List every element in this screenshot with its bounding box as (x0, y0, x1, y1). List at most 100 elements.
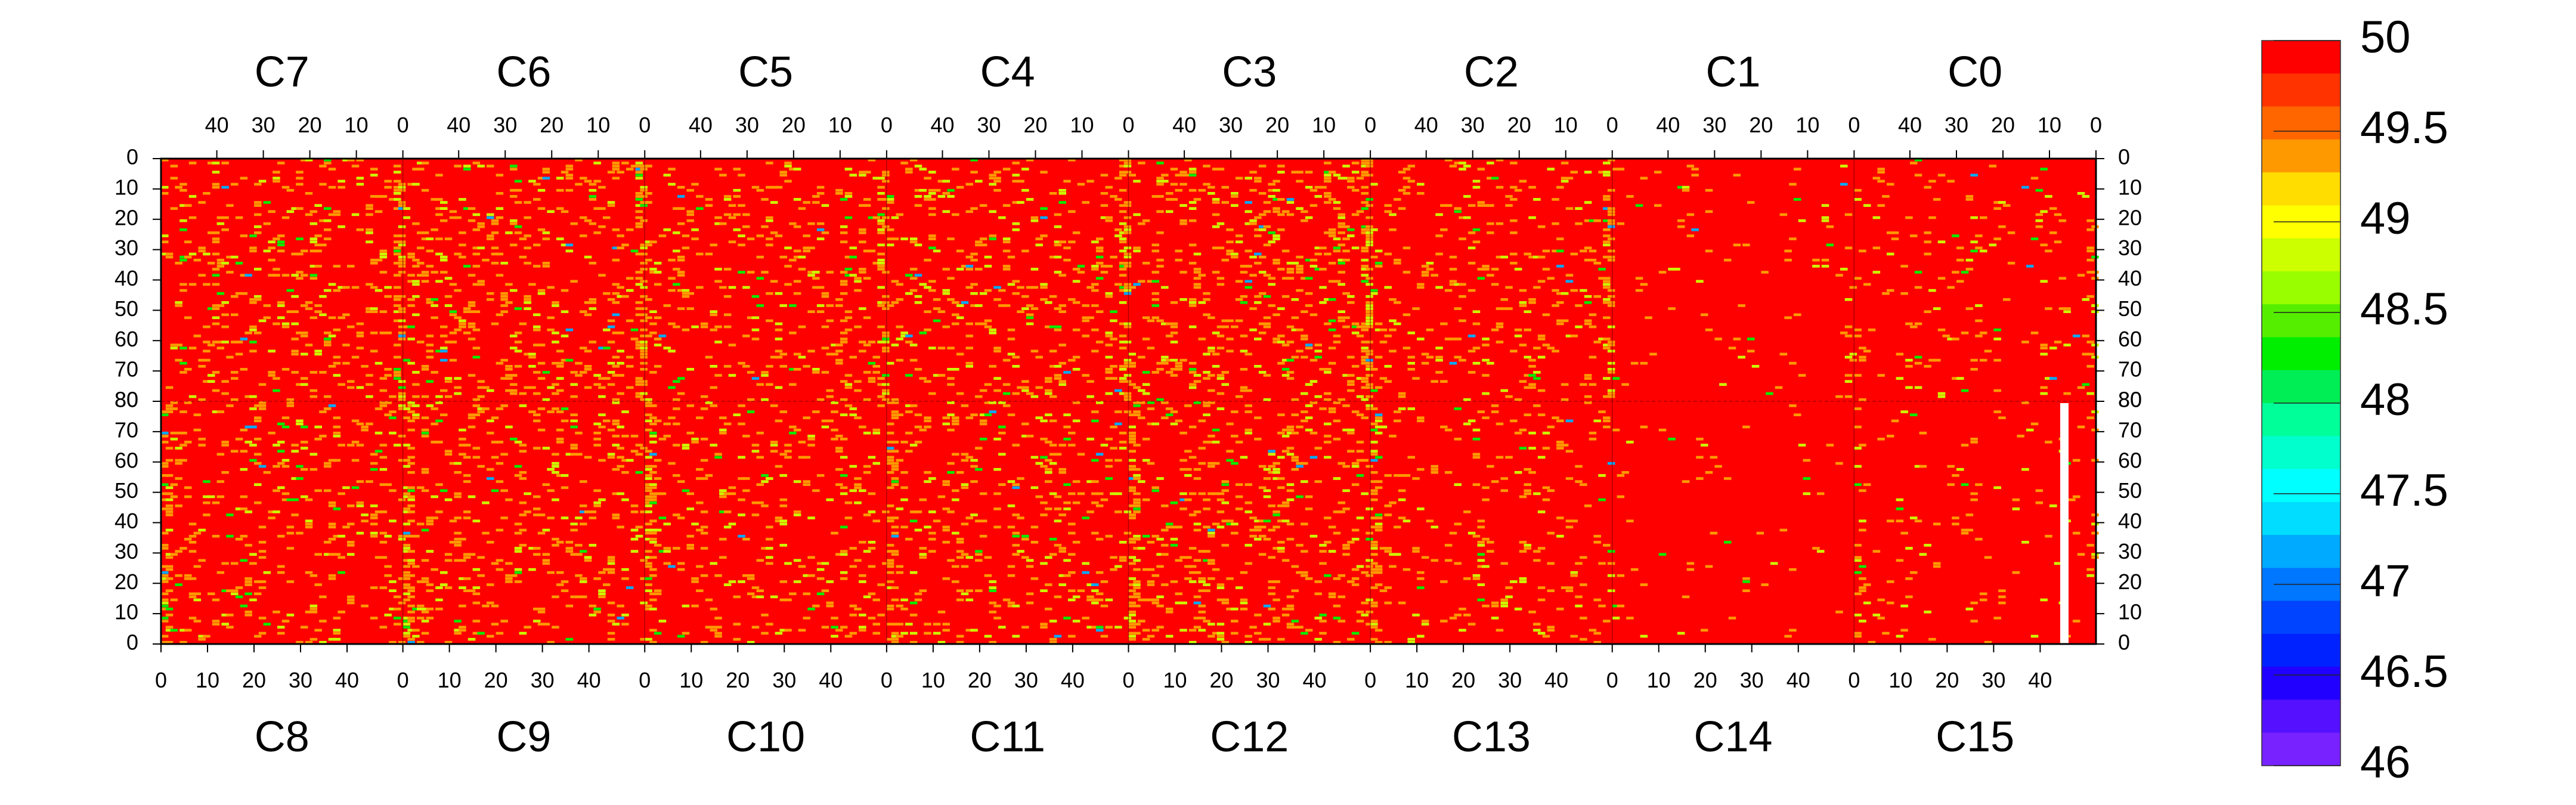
heatmap-cell (816, 185, 825, 189)
heatmap-cell (281, 368, 290, 371)
heatmap-cell (891, 462, 899, 465)
heatmap-cell (1226, 608, 1234, 611)
heatmap-cell (593, 489, 601, 493)
heatmap-cell (1296, 465, 1304, 468)
heatmap-cell (1370, 541, 1378, 544)
heatmap-cell (891, 480, 899, 483)
heatmap-cell (714, 456, 722, 459)
heatmap-cell (854, 477, 862, 480)
heatmap-cell (440, 489, 448, 493)
heatmap-cell (835, 435, 843, 438)
heatmap-cell (235, 595, 243, 599)
heatmap-cell (1407, 355, 1415, 359)
heatmap-cell (886, 637, 894, 641)
heatmap-cell (286, 404, 295, 407)
heatmap-cell (1216, 634, 1225, 638)
heatmap-cell (663, 550, 671, 553)
heatmap-cell (840, 413, 848, 416)
heatmap-cell (496, 441, 504, 444)
heatmap-cell (984, 383, 992, 386)
heatmap-cell (872, 177, 880, 180)
heatmap-cell (1105, 265, 1113, 268)
heatmap-cell (351, 441, 360, 444)
heatmap-cell (412, 313, 420, 317)
heatmap-cell (1216, 631, 1225, 635)
heatmap-cell (849, 465, 857, 468)
heatmap-cell (1188, 325, 1197, 329)
heatmap-cell (1277, 307, 1285, 310)
heatmap-cell (1937, 174, 1946, 177)
heatmap-cell (389, 395, 397, 398)
heatmap-cell (1188, 383, 1197, 386)
heatmap-cell (281, 425, 290, 429)
heatmap-cell (1077, 492, 1085, 496)
heatmap-cell (668, 277, 676, 280)
heatmap-cell (1040, 623, 1048, 626)
heatmap-cell (463, 553, 471, 556)
heatmap-cell (1426, 355, 1434, 359)
heatmap-cell (1635, 277, 1643, 280)
heatmap-cell (905, 171, 913, 174)
heatmap-cell (1021, 537, 1029, 541)
heatmap-cell (658, 335, 667, 338)
heatmap-cell (909, 404, 918, 407)
heatmap-cell (742, 489, 750, 493)
heatmap-cell (891, 516, 899, 519)
heatmap-cell (226, 626, 234, 629)
heatmap-cell (612, 401, 620, 404)
heatmap-cell (1263, 243, 1271, 247)
heatmap-cell (296, 477, 304, 480)
heatmap-cell (882, 383, 890, 386)
heatmap-cell (1123, 201, 1132, 204)
heatmap-cell (626, 319, 634, 323)
heatmap-cell (333, 631, 341, 635)
heatmap-cell (570, 528, 578, 532)
heatmap-cell (686, 404, 694, 407)
heatmap-cell (394, 304, 401, 307)
heatmap-cell (770, 404, 778, 407)
heatmap-cell (719, 428, 727, 432)
heatmap-cell (900, 598, 908, 602)
heatmap-cell (1524, 374, 1531, 377)
heatmap-cell (882, 349, 890, 353)
heatmap-cell (1607, 349, 1615, 353)
heatmap-cell (2058, 277, 2067, 280)
heatmap-cell (868, 361, 876, 365)
heatmap-cell (1514, 398, 1522, 401)
heatmap-cell (733, 623, 741, 626)
heatmap-cell (700, 510, 708, 513)
heatmap-cell (268, 349, 275, 353)
heatmap-cell (537, 289, 546, 292)
heatmap-cell (1212, 631, 1220, 635)
heatmap-cell (1277, 335, 1285, 338)
heatmap-cell (435, 237, 443, 240)
heatmap-cell (775, 292, 783, 295)
heatmap-cell (645, 335, 652, 338)
heatmap-cell (1198, 462, 1206, 465)
heatmap-cell (1505, 307, 1513, 310)
heatmap-cell (1058, 304, 1066, 307)
heatmap-cell (1123, 252, 1132, 256)
heatmap-cell (309, 453, 318, 456)
heatmap-cell (993, 617, 1001, 620)
heatmap-cell (1216, 623, 1225, 626)
heatmap-cell (645, 298, 652, 301)
heatmap-cell (1361, 377, 1368, 380)
heatmap-cell (640, 637, 648, 641)
heatmap-cell (993, 525, 1001, 529)
heatmap-cell (463, 456, 471, 459)
heatmap-cell (686, 544, 694, 547)
heatmap-cell (886, 471, 894, 474)
heatmap-cell (407, 462, 415, 465)
heatmap-cell (440, 271, 448, 274)
heatmap-cell (198, 634, 206, 638)
heatmap-cell (268, 246, 275, 250)
heatmap-cell (677, 274, 685, 277)
heatmap-cell (198, 637, 206, 641)
heatmap-cell (649, 501, 657, 504)
heatmap-cell (1440, 620, 1448, 623)
heatmap-cell (161, 620, 169, 623)
heatmap-cell (394, 171, 401, 174)
heatmap-cell (909, 519, 918, 522)
heatmap-cell (1301, 550, 1308, 553)
